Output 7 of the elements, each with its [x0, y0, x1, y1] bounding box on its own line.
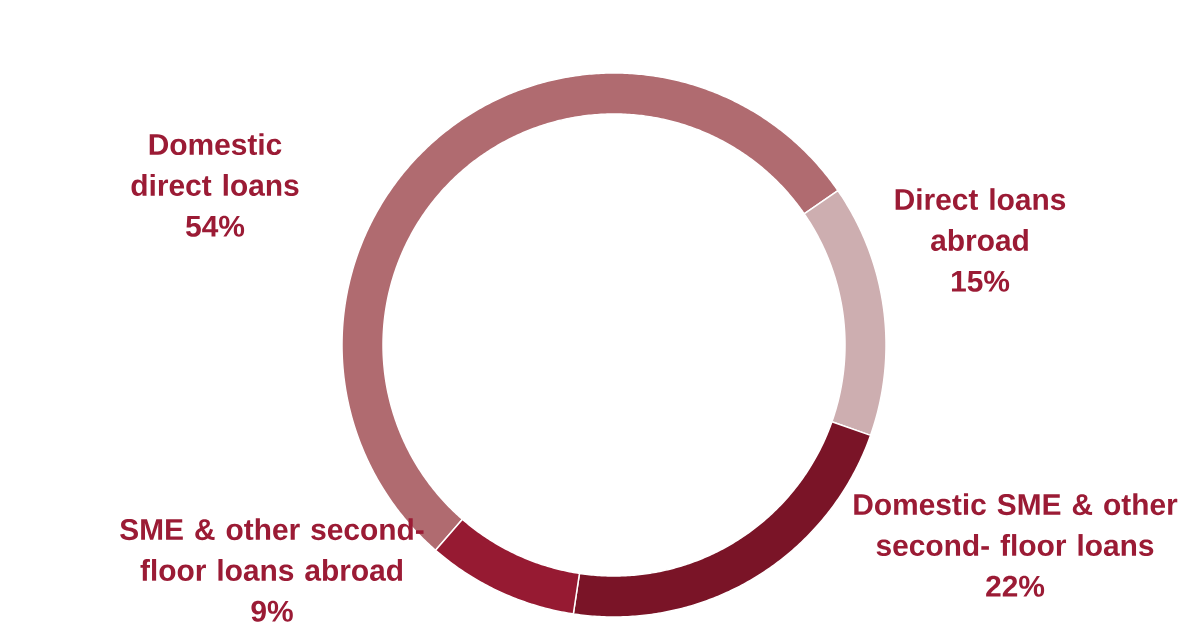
data-label: 9% — [251, 600, 293, 622]
slice-label: Domestic direct loans — [131, 133, 299, 196]
slice-label: Direct loans abroad — [895, 188, 1066, 251]
data-label: 54% — [186, 215, 245, 237]
data-label: 15% — [951, 270, 1010, 292]
data-label: 22% — [986, 575, 1045, 597]
slice-label: Domestic SME & other second- floor loans — [854, 493, 1178, 557]
